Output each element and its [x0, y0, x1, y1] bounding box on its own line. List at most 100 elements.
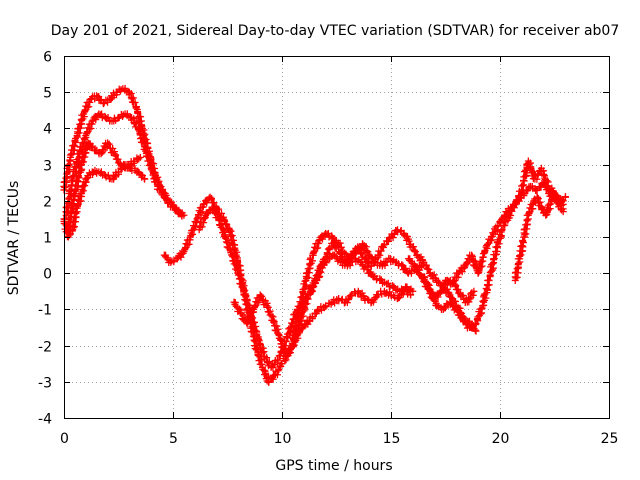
y-tick-label: -4 [38, 412, 52, 428]
data-point-fill [551, 191, 559, 199]
data-point-fill [255, 336, 263, 344]
data-point-fill [136, 117, 144, 125]
data-point-fill [359, 249, 367, 257]
data-point-fill [286, 324, 294, 332]
data-point-fill [498, 215, 506, 223]
data-point-fill [357, 250, 365, 258]
data-point-fill [181, 245, 189, 253]
data-point [136, 153, 144, 161]
data-point-fill [254, 352, 262, 360]
data-point-fill [452, 281, 460, 289]
x-tick-label: 15 [383, 431, 401, 447]
data-point-fill [394, 260, 402, 268]
data-point-fill [81, 135, 89, 143]
data-point-fill [143, 153, 151, 161]
data-point-fill [77, 143, 85, 151]
data-point-fill [286, 346, 294, 354]
data-point-fill [208, 194, 216, 202]
data-point-fill [348, 292, 356, 300]
data-point-fill [252, 298, 260, 306]
data-point-fill [324, 245, 332, 253]
data-point-fill [291, 323, 299, 331]
data-point-fill [538, 167, 546, 175]
data-point-fill [539, 205, 547, 213]
data-point-fill [425, 281, 433, 289]
data-point-fill [113, 155, 121, 163]
y-tick-label: -1 [38, 303, 52, 319]
tick-labels: 0 5 10 15 20 25 -4 -3 -2 -1 0 1 2 3 4 5 6 [38, 50, 618, 448]
data-point-fill [425, 265, 433, 273]
data-point-fill [277, 340, 285, 348]
data-point-fill [152, 178, 160, 186]
data-point [472, 327, 480, 335]
data-point-fill [204, 210, 212, 218]
data-point-fill [408, 267, 416, 275]
data-point-fill [346, 261, 354, 269]
data-point-fill [427, 288, 435, 296]
data-point-fill [338, 253, 346, 261]
data-point-fill [364, 248, 372, 256]
data-point-fill [458, 268, 466, 276]
data-point-fill [381, 261, 389, 269]
data-point-fill [294, 310, 302, 318]
data-point-fill [461, 317, 469, 325]
data-point-fill [69, 218, 77, 226]
data-point-fill [79, 153, 87, 161]
data-point-fill [513, 273, 521, 281]
data-point-fill [265, 378, 273, 386]
data-point-fill [290, 326, 298, 334]
data-point-fill [463, 259, 471, 267]
data-point-fill [478, 262, 486, 270]
data-point-fill [132, 104, 140, 112]
data-point-fill [68, 201, 76, 209]
data-point-fill [334, 242, 342, 250]
data-point [141, 175, 149, 183]
data-point-fill [177, 253, 185, 261]
x-tick-label: 0 [60, 431, 69, 447]
data-point [228, 251, 236, 259]
data-point-fill [386, 234, 394, 242]
y-tick-label: 3 [43, 159, 52, 175]
data-point-fill [72, 186, 80, 194]
y-tick-label: 5 [43, 86, 52, 102]
data-point-fill [540, 170, 548, 178]
data-point-fill [62, 183, 70, 191]
data-point-fill [226, 245, 234, 253]
data-point-fill [188, 226, 196, 234]
data-point-fill [512, 268, 520, 276]
data-point-fill [310, 248, 318, 256]
data-point-fill [453, 286, 461, 294]
y-tick-label: -2 [38, 340, 52, 356]
data-point-fill [309, 283, 317, 291]
data-point-fill [389, 234, 397, 242]
data-point-fill [344, 296, 352, 304]
data-point-fill [273, 356, 281, 364]
data-point-fill [246, 313, 254, 321]
data-point-fill [519, 181, 527, 189]
y-axis-label: SDTVAR / TECUs [6, 181, 22, 296]
data-point-fill [62, 174, 70, 182]
data-point-fill [390, 291, 398, 299]
data-point-fill [112, 151, 120, 159]
data-point-fill [489, 260, 497, 268]
data-point-fill [380, 241, 388, 249]
y-tick-label: 2 [43, 195, 52, 211]
data-point [88, 117, 96, 125]
data-point-fill [137, 113, 145, 121]
data-point-fill [363, 247, 371, 255]
data-point-fill [410, 246, 418, 254]
data-point-fill [75, 124, 83, 132]
data-point-fill [484, 240, 492, 248]
data-point-fill [82, 102, 90, 110]
x-tick-label: 25 [601, 431, 619, 447]
data-point-fill [364, 295, 372, 303]
data-point-fill [384, 238, 392, 246]
data-point-fill [79, 182, 87, 190]
y-tick-label: 4 [43, 122, 52, 138]
data-point-fill [367, 262, 375, 270]
data-point-fill [317, 264, 325, 272]
data-point-fill [228, 232, 236, 240]
data-point [533, 193, 541, 201]
data-point-fill [534, 171, 542, 179]
